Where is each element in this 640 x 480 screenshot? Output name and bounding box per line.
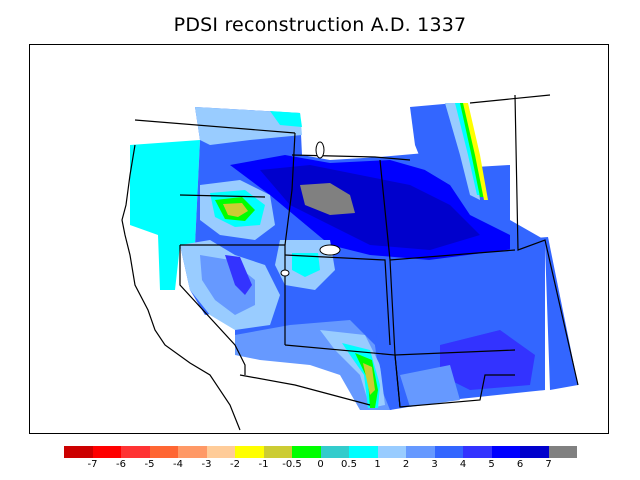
idaho-west-border xyxy=(284,132,296,246)
colorbar-labels: -7 -6 -5 -4 -3 -2 -1 -0.5 0 0.5 1 2 3 4 5 6 7 xyxy=(64,459,577,473)
colorbar-label: -1 xyxy=(258,459,269,470)
colorbar-swatch xyxy=(520,446,549,458)
colorbar-swatch xyxy=(491,446,520,458)
lake-mead xyxy=(280,269,290,277)
colorbar-swatch xyxy=(434,446,463,458)
pdsi-region-north-idaho-cyan xyxy=(270,111,302,127)
colorbar-swatch xyxy=(349,446,378,458)
dakota-border xyxy=(514,94,579,386)
colorbar-swatch xyxy=(235,446,264,458)
colorbar-label: 4 xyxy=(459,459,467,470)
colorbar-label: 6 xyxy=(516,459,524,470)
pdsi-region-plains xyxy=(510,237,578,390)
colorbar-swatch xyxy=(206,446,235,458)
pdsi-region-west-coast xyxy=(130,140,200,290)
colorbar-label: 7 xyxy=(545,459,552,470)
great-salt-lake xyxy=(319,244,341,256)
pdsi-region-east-montana-lightblue xyxy=(445,103,480,200)
colorbar-label: -5 xyxy=(144,459,155,470)
colorbar-swatch xyxy=(406,446,435,458)
nevada-border xyxy=(180,244,286,345)
colorbar-swatch xyxy=(121,446,150,458)
pdsi-region-oregon-olive xyxy=(223,203,248,217)
pdsi-field xyxy=(130,103,578,410)
colorbar-label: -2 xyxy=(230,459,240,470)
pdsi-map xyxy=(121,94,579,431)
canada-border xyxy=(134,119,296,134)
new-mexico-border xyxy=(394,354,515,408)
colorbar-label: 1 xyxy=(374,459,381,470)
pdsi-region-utah-spot-cyan xyxy=(292,253,320,277)
colorbar xyxy=(64,446,577,458)
oregon-washington-border xyxy=(179,194,266,198)
colorbar-label: 5 xyxy=(488,459,495,470)
colorbar-label: 2 xyxy=(402,459,410,470)
pdsi-region-great-basin-dark xyxy=(225,255,252,295)
pdsi-region-east-montana-yellow xyxy=(463,103,488,200)
canada-border-east xyxy=(469,94,551,104)
map-title: PDSI reconstruction A.D. 1337 xyxy=(173,14,467,36)
colorbar-label: 0.5 xyxy=(341,459,357,470)
pdsi-region-southeast-light xyxy=(400,365,460,407)
mexico-border xyxy=(239,374,371,406)
colorbar-swatch xyxy=(292,446,321,458)
colorbar-swatch xyxy=(263,446,292,458)
utah-border xyxy=(284,254,391,346)
pdsi-region-southwest-olive xyxy=(363,363,375,395)
colorbar-swatch xyxy=(548,446,577,458)
california-border xyxy=(179,245,246,375)
coastline xyxy=(121,144,241,431)
colorbar-swatch xyxy=(64,446,93,458)
colorbar-label: -4 xyxy=(173,459,183,470)
colorbar-label: -3 xyxy=(201,459,212,470)
lakes xyxy=(280,141,341,277)
state-borders xyxy=(121,94,579,431)
colorbar-swatch xyxy=(178,446,207,458)
colorbar-swatch xyxy=(92,446,121,458)
colorbar-swatch xyxy=(149,446,178,458)
colorbar-label: 3 xyxy=(431,459,438,470)
colorbar-swatch xyxy=(463,446,492,458)
pdsi-region-southwest-green xyxy=(355,353,378,408)
pdsi-region-missing xyxy=(300,183,355,215)
map-panel xyxy=(29,44,609,434)
colorbar-label: 0 xyxy=(317,459,324,470)
colorbar-label: -6 xyxy=(116,459,126,470)
colorbar-swatch xyxy=(320,446,349,458)
colorbar-swatch xyxy=(377,446,406,458)
colorbar-label: -0.5 xyxy=(282,459,302,470)
flathead-lake xyxy=(315,141,325,159)
colorbar-label: -7 xyxy=(87,459,98,470)
